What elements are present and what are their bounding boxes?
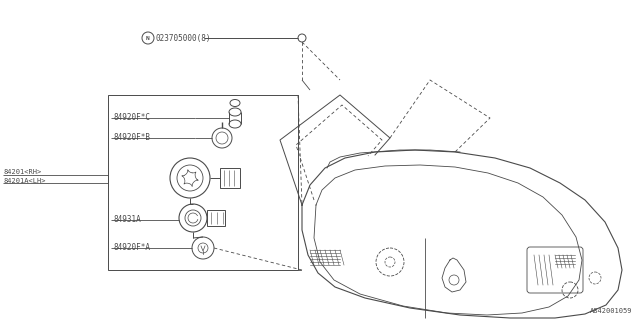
Text: N: N: [146, 36, 150, 41]
Bar: [108, 95, 298, 270]
Text: A842001059: A842001059: [589, 308, 632, 314]
Text: 84920F*A: 84920F*A: [113, 244, 150, 252]
Text: 84201A<LH>: 84201A<LH>: [3, 178, 45, 184]
Text: 023705000(8): 023705000(8): [155, 34, 211, 43]
Text: 84920F*B: 84920F*B: [113, 133, 150, 142]
Bar: [207, 210, 225, 226]
Text: 84920F*C: 84920F*C: [113, 114, 150, 123]
Bar: [220, 168, 240, 188]
Text: 84201<RH>: 84201<RH>: [3, 169, 41, 175]
Text: 84931A: 84931A: [113, 215, 141, 225]
